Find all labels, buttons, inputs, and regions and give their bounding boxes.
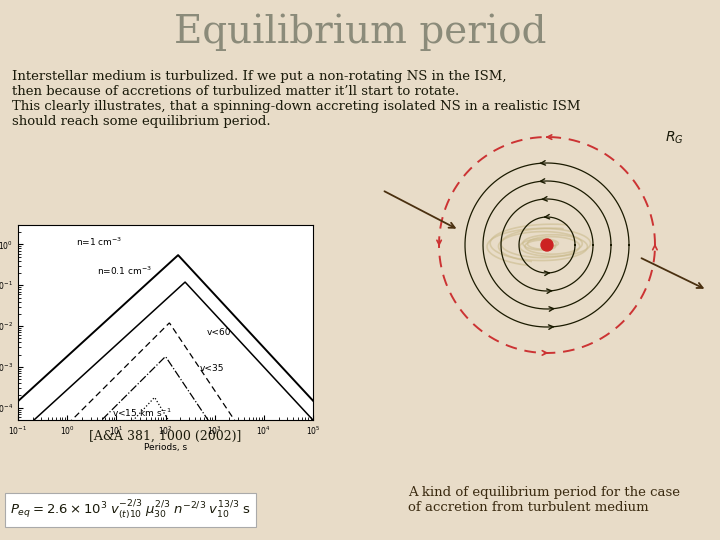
- Text: $P_{eq} = 2.6\times10^3\;v_{(t)10}^{-2/3}\;\mu_{30}^{2/3}\;n^{-2/3}\;v_{10}^{13/: $P_{eq} = 2.6\times10^3\;v_{(t)10}^{-2/3…: [10, 498, 251, 522]
- Text: $R_G$: $R_G$: [665, 130, 684, 146]
- Text: v<60: v<60: [207, 328, 232, 337]
- Text: Equilibrium period: Equilibrium period: [174, 14, 546, 51]
- Circle shape: [541, 239, 553, 251]
- Text: n=1 cm$^{-3}$: n=1 cm$^{-3}$: [76, 236, 122, 248]
- X-axis label: Periods, s: Periods, s: [144, 443, 187, 453]
- Text: Interstellar medium is turbulized. If we put a non-rotating NS in the ISM,
then : Interstellar medium is turbulized. If we…: [12, 70, 580, 128]
- Text: A kind of equilibrium period for the case
of accretion from turbulent medium: A kind of equilibrium period for the cas…: [408, 486, 680, 514]
- Text: v<35: v<35: [200, 364, 225, 373]
- Text: [A&A 381, 1000 (2002)]: [A&A 381, 1000 (2002)]: [89, 430, 242, 443]
- Text: v<15 km s$^{-1}$: v<15 km s$^{-1}$: [112, 407, 171, 418]
- Text: n=0.1 cm$^{-3}$: n=0.1 cm$^{-3}$: [96, 265, 152, 277]
